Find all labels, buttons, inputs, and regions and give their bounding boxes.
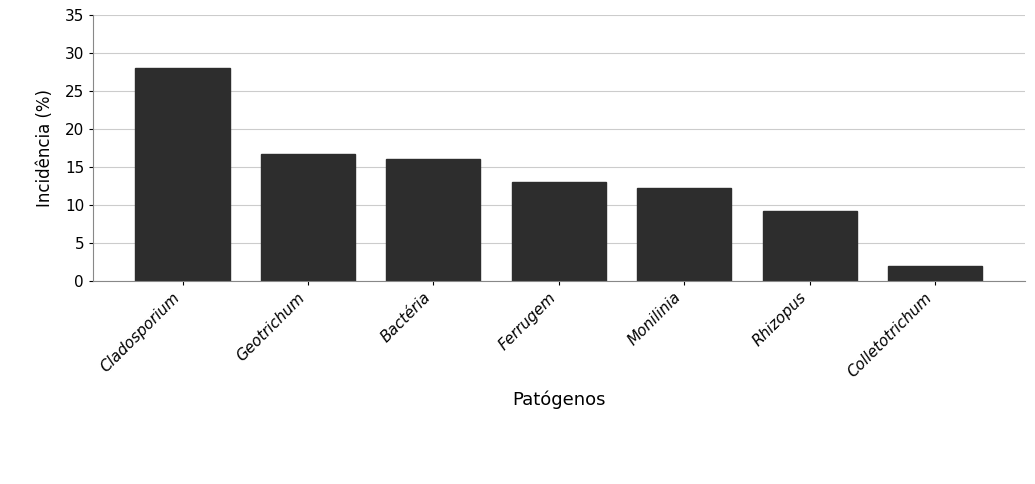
Bar [888, 266, 982, 281]
Bar [261, 154, 355, 281]
X-axis label: Patógenos: Patógenos [512, 391, 605, 409]
Bar [386, 159, 480, 281]
Bar [763, 211, 857, 281]
Y-axis label: Incidência (%): Incidência (%) [35, 89, 54, 207]
Bar [136, 68, 230, 281]
Bar [638, 188, 732, 281]
Bar [512, 182, 605, 281]
